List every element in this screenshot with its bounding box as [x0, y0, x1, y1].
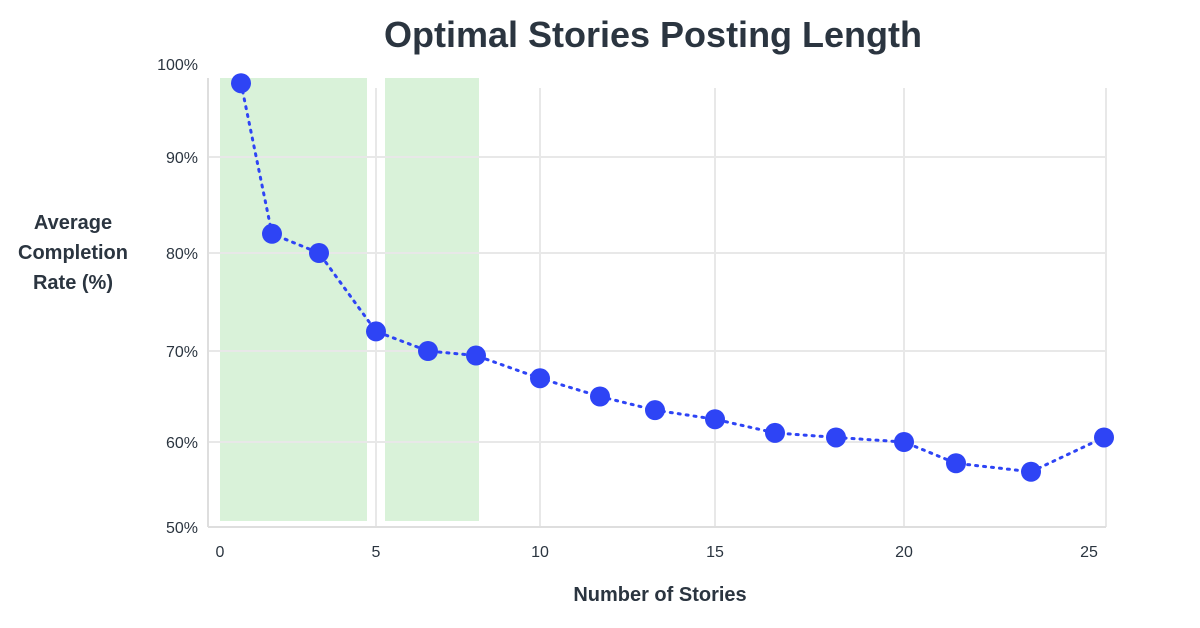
data-point	[466, 345, 486, 366]
x-tick-label: 10	[531, 544, 549, 561]
data-point	[946, 453, 966, 474]
x-tick-label: 25	[1080, 544, 1098, 561]
data-point	[530, 368, 550, 389]
highlight-regions	[220, 78, 479, 521]
data-point	[231, 73, 251, 94]
y-tick-label: 70%	[166, 344, 198, 361]
y-axis-label-line-2: Completion	[18, 242, 128, 264]
x-tick-label: 15	[706, 544, 724, 561]
data-point	[645, 400, 665, 421]
data-point	[765, 422, 785, 443]
y-tick-label: 100%	[157, 57, 198, 74]
y-tick-label: 80%	[166, 246, 198, 263]
x-tick-labels: 0 5 10 15 20 25	[216, 544, 1098, 561]
data-point	[418, 341, 438, 361]
highlight-region-2	[385, 78, 479, 521]
axes	[207, 78, 1106, 528]
x-axis-label: Number of Stories	[573, 584, 747, 606]
data-point	[705, 409, 725, 430]
y-tick-labels: 100% 90% 80% 70% 60% 50%	[157, 57, 198, 537]
data-point	[590, 386, 610, 407]
gridlines	[208, 88, 1107, 527]
y-axis-label-line-1: Average	[33, 212, 113, 234]
highlight-region-1	[220, 78, 367, 521]
x-tick-label: 0	[216, 544, 225, 561]
y-tick-label: 60%	[166, 435, 198, 452]
data-point	[894, 432, 914, 452]
y-axis-label-line-3: Rate (%)	[32, 272, 113, 294]
x-tick-label: 5	[372, 544, 381, 561]
data-point	[309, 243, 329, 263]
series-line	[239, 81, 1106, 474]
y-tick-label: 90%	[166, 150, 198, 167]
chart-title: Optimal Stories Posting Length	[383, 14, 923, 55]
data-point	[1021, 461, 1041, 482]
data-points	[231, 73, 1114, 482]
data-point	[1094, 427, 1114, 448]
y-tick-label: 50%	[166, 520, 198, 537]
data-point	[366, 321, 386, 342]
y-axis-label: Average Completion Rate (%)	[0, 208, 146, 298]
x-tick-label: 20	[895, 544, 913, 561]
data-point	[826, 427, 846, 448]
data-point	[262, 223, 282, 244]
